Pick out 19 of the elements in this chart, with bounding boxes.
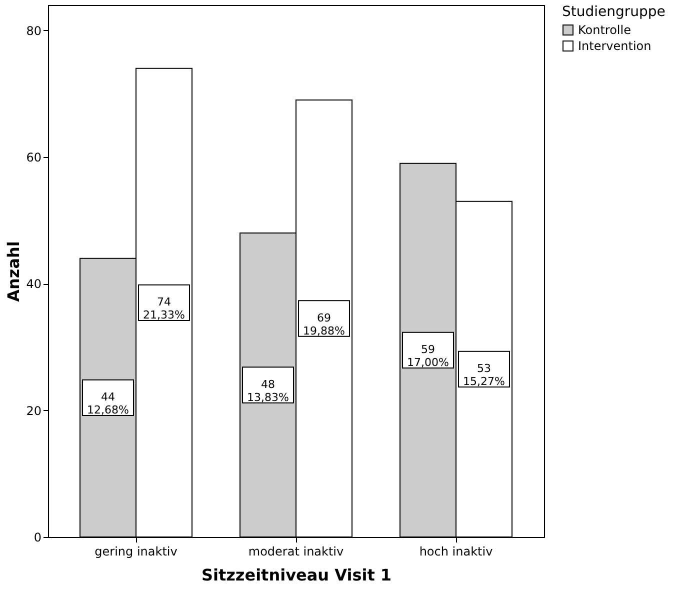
x-tick-label: gering inaktiv	[94, 544, 178, 558]
data-label: 44 12,68%	[87, 390, 129, 417]
data-label: 53 15,27%	[463, 362, 505, 388]
y-tick-label: 40	[26, 277, 42, 292]
legend-label: Kontrolle	[578, 23, 631, 37]
y-tick-label: 60	[26, 150, 42, 164]
y-tick-label: 20	[26, 404, 42, 418]
x-tick-label: moderat inaktiv	[248, 544, 344, 558]
y-tick-label: 0	[34, 530, 42, 544]
x-tick-label: hoch inaktiv	[419, 544, 493, 558]
y-tick-label: 80	[26, 24, 42, 38]
legend-label: Intervention	[578, 39, 652, 53]
data-label: 48 13,83%	[247, 378, 289, 404]
data-label: 74 21,33%	[143, 296, 185, 322]
data-label: 59 17,00%	[407, 343, 449, 370]
data-label: 69 19,88%	[303, 312, 345, 338]
y-axis-title: Anzahl	[4, 241, 24, 302]
legend-title: Studiengruppe	[562, 4, 666, 20]
x-axis-title: Sitzzeitniveau Visit 1	[201, 566, 392, 584]
